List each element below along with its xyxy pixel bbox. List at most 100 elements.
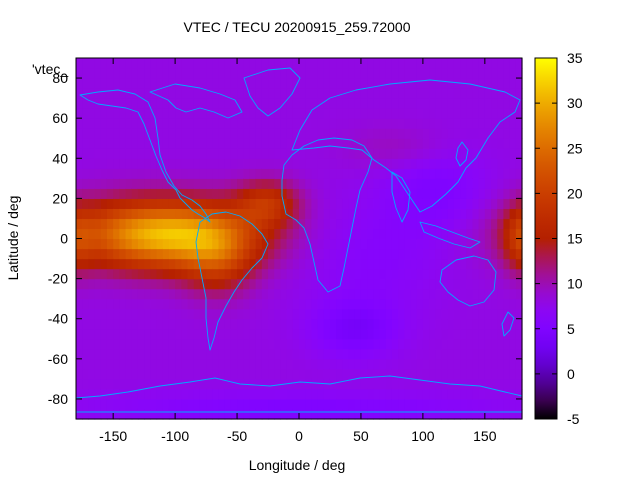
coastline-india [391,171,411,223]
heatmap-cell [224,348,232,360]
heatmap-cell [193,118,201,129]
heatmap-cell [274,58,282,69]
heatmap-cell [416,78,424,89]
heatmap-cell [472,408,480,420]
heatmap-cell [193,168,201,179]
heatmap-cell [280,358,288,370]
heatmap-cell [398,108,405,119]
heatmap-cell [131,298,139,310]
heatmap-cell [175,198,182,210]
heatmap-cell [509,378,517,390]
heatmap-cell [385,208,393,220]
heatmap-cell [181,118,189,129]
heatmap-cell [336,308,343,320]
heatmap-cell [268,148,275,159]
heatmap-cell [255,158,263,169]
heatmap-cell [119,148,127,159]
heatmap-cell [305,288,312,300]
heatmap-cell [509,198,517,210]
heatmap-cell [113,388,120,400]
heatmap-cell [286,388,294,400]
heatmap-cell [292,198,300,210]
heatmap-cell [299,268,306,280]
heatmap-cell [447,108,455,119]
heatmap-cell [460,88,467,99]
heatmap-cell [373,128,381,139]
heatmap-cell [243,248,251,260]
heatmap-cell [460,358,467,370]
heatmap-cell [329,198,337,210]
heatmap-cell [360,138,368,149]
heatmap-cell [150,248,158,260]
heatmap-cell [435,128,443,139]
heatmap-cell [168,88,176,99]
heatmap-cell [286,408,294,420]
heatmap-cell [404,68,412,79]
heatmap-cell [385,178,393,189]
heatmap-cell [354,168,362,179]
heatmap-cell [429,278,436,290]
heatmap-cell [367,198,374,210]
heatmap-cell [342,178,350,189]
heatmap-cell [100,338,108,350]
heatmap-cell [503,248,511,260]
heatmap-cell [88,408,96,420]
heatmap-cell [230,268,238,280]
heatmap-cell [329,308,337,320]
heatmap-cell [416,398,424,410]
heatmap-cell [305,358,312,370]
heatmap-cell [391,88,399,99]
heatmap-cell [218,168,226,179]
heatmap-cell [230,158,238,169]
heatmap-cell [181,208,189,220]
heatmap-cell [354,308,362,320]
heatmap-cell [422,68,430,79]
heatmap-cell [131,88,139,99]
heatmap-cell [106,248,114,260]
heatmap-cell [76,228,83,240]
heatmap-cell [131,328,139,340]
heatmap-cell [398,138,405,149]
heatmap-cell [162,358,170,370]
heatmap-cell [484,188,492,199]
heatmap-cell [137,58,145,69]
heatmap-cell [199,168,207,179]
heatmap-cell [342,398,350,410]
heatmap-cell [491,208,498,220]
heatmap-cell [243,358,251,370]
heatmap-cell [218,288,226,300]
heatmap-cell [193,138,201,149]
heatmap-cell [181,308,189,320]
heatmap-cell [367,278,374,290]
heatmap-cell [367,78,374,89]
heatmap-cell [515,248,523,260]
heatmap-cell [206,128,213,139]
heatmap-cell [113,228,120,240]
heatmap-cell [150,308,158,320]
heatmap-cell [100,148,108,159]
heatmap-cell [317,338,325,350]
heatmap-cell [119,258,127,270]
heatmap-cell [249,368,257,380]
heatmap-cell [100,168,108,179]
heatmap-cell [193,408,201,420]
heatmap-cell [305,348,312,360]
heatmap-cell [125,238,133,250]
heatmap-cell [305,258,312,270]
heatmap-cell [206,78,213,89]
heatmap-cell [466,158,474,169]
heatmap-cell [367,298,374,310]
heatmap-cell [261,148,269,159]
heatmap-cell [398,168,405,179]
y-tick-label: -40 [48,311,68,327]
heatmap-cell [348,138,356,149]
heatmap-cell [199,198,207,210]
heatmap-cell [280,238,288,250]
heatmap-cell [193,68,201,79]
heatmap-cell [181,398,189,410]
heatmap-cell [410,408,418,420]
heatmap-cell [497,118,505,129]
heatmap-cell [131,388,139,400]
heatmap-cell [323,188,331,199]
heatmap-cell [286,108,294,119]
